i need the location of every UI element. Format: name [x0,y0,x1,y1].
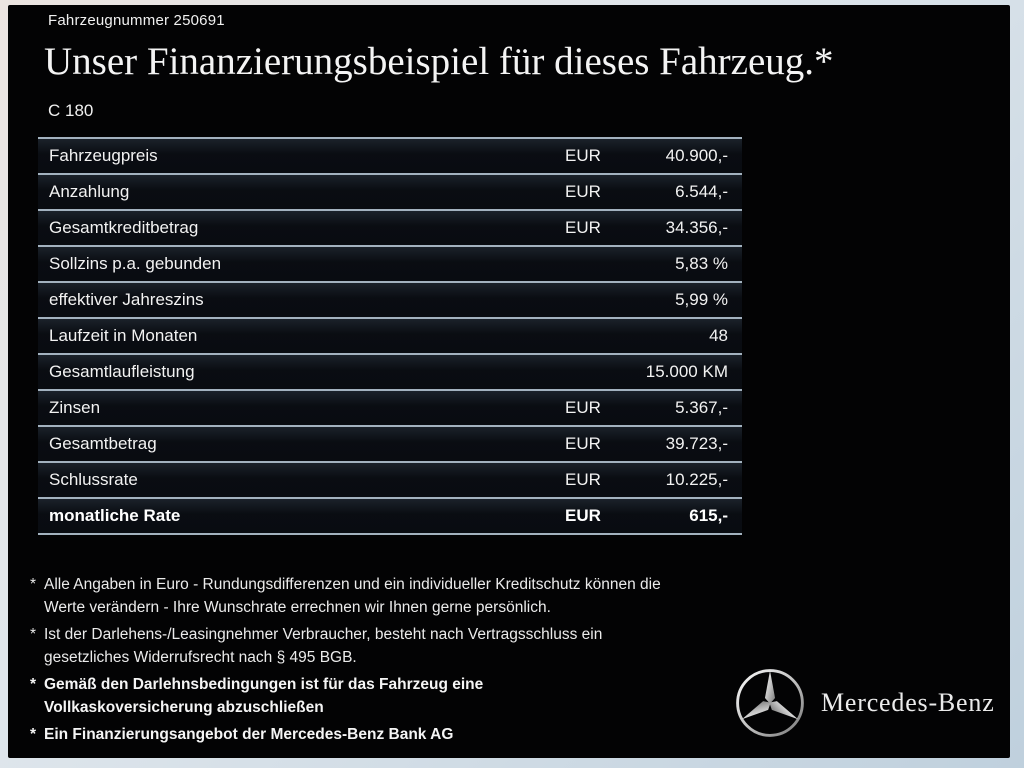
currency-code: EUR [565,182,601,201]
row-label: Gesamtkreditbetrag [49,218,199,237]
row-label: Gesamtbetrag [49,434,157,453]
row-value: 15.000 KM [645,362,728,381]
mercedes-star-icon [734,667,806,739]
row-label: Sollzins p.a. gebunden [49,254,222,273]
row-value: 5,83 % [675,254,728,273]
table-row: Gesamtlaufleistung 15.000 KM [38,353,742,389]
table-row: Gesamtbetrag EUR 39.723,- [38,425,742,461]
footnotes-section: * Alle Angaben in Euro - Rundungsdiffere… [30,573,742,750]
row-value: 615,- [689,506,728,525]
table-row: Anzahlung EUR 6.544,- [38,173,742,209]
table-row: Schlussrate EUR 10.225,- [38,461,742,497]
currency-code: EUR [565,398,601,417]
table-row: Zinsen EUR 5.367,- [38,389,742,425]
row-label: Laufzeit in Monaten [49,326,198,345]
finance-table: Fahrzeugpreis EUR 40.900,- Anzahlung EUR… [38,137,742,535]
footnote: * Alle Angaben in Euro - Rundungsdiffere… [30,573,742,619]
row-label: Fahrzeugpreis [49,146,158,165]
brand-wordmark: Mercedes-Benz [821,688,995,717]
row-label: Zinsen [49,398,101,417]
table-row: Fahrzeugpreis EUR 40.900,- [38,137,742,173]
row-label: Gesamtlaufleistung [49,362,195,381]
row-value: 39.723,- [665,434,728,453]
row-label: monatliche Rate [49,506,181,525]
table-row: Sollzins p.a. gebunden 5,83 % [38,245,742,281]
currency-code: EUR [565,506,601,525]
currency-code: EUR [565,434,601,453]
row-label: effektiver Jahreszins [49,290,204,309]
table-row: Laufzeit in Monaten 48 [38,317,742,353]
footnote-text: Ist der Darlehens-/Leasingnehmer Verbrau… [44,626,603,666]
row-value: 40.900,- [665,146,728,165]
brand-footer: Mercedes-Benz [734,667,995,739]
row-value: 34.356,- [665,218,728,237]
row-label: Anzahlung [49,182,130,201]
table-row: effektiver Jahreszins 5,99 % [38,281,742,317]
footnote: * Ein Finanzierungsangebot der Mercedes-… [30,723,742,746]
footnote-marker: * [30,726,37,743]
finance-sheet: Fahrzeugnummer 250691 Unser Finanzierung… [8,5,1010,758]
table-row: Gesamtkreditbetrag EUR 34.356,- [38,209,742,245]
vehicle-number: Fahrzeugnummer 250691 [48,12,225,29]
row-value: 48 [709,326,728,345]
footnote-text: Ein Finanzierungsangebot der Mercedes-Be… [44,726,454,743]
footnote-marker: * [30,626,37,643]
currency-code: EUR [565,218,601,237]
page-title: Unser Finanzierungsbeispiel für dieses F… [44,40,834,83]
footnote: * Ist der Darlehens-/Leasingnehmer Verbr… [30,623,742,669]
model-name: C 180 [48,101,94,120]
footnote-marker: * [30,576,37,593]
row-value: 5.367,- [675,398,728,417]
currency-code: EUR [565,146,601,165]
row-value: 5,99 % [675,290,728,309]
footnote-text: Alle Angaben in Euro - Rundungsdifferenz… [44,576,661,616]
row-label: Schlussrate [49,470,138,489]
currency-code: EUR [565,470,601,489]
footnote: * Gemäß den Darlehnsbedingungen ist für … [30,673,742,719]
footnote-text: Gemäß den Darlehnsbedingungen ist für da… [44,676,484,716]
row-value: 6.544,- [675,182,728,201]
row-value: 10.225,- [665,470,728,489]
table-row: monatliche Rate EUR 615,- [38,497,742,533]
footnote-marker: * [30,676,37,693]
